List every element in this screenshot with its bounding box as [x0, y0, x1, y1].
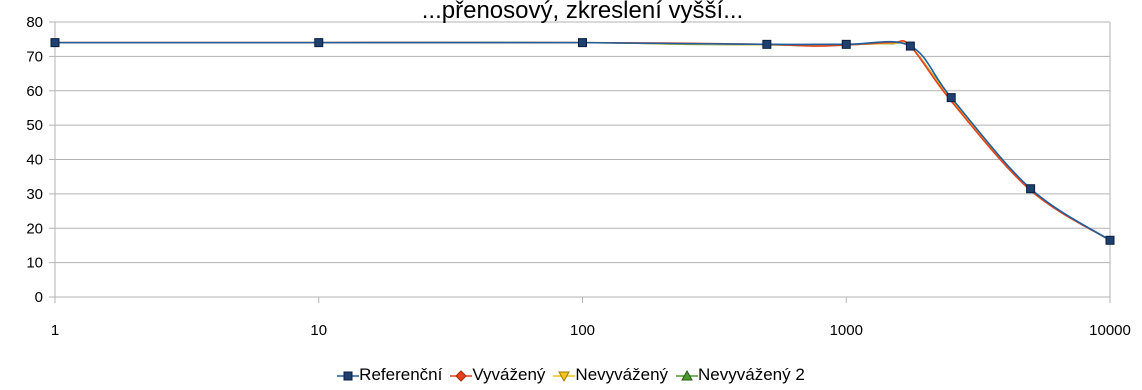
- legend-item: Referenční: [337, 365, 442, 385]
- x-tick-label: 1000: [830, 322, 863, 339]
- data-point: [947, 94, 955, 102]
- legend-marker-icon: [676, 369, 698, 383]
- data-point: [842, 40, 850, 48]
- series-line-referenční: [55, 42, 1110, 241]
- y-axis-ticks: 0 10 20 30 40 50 60 70 80: [26, 14, 43, 306]
- legend-item: Nevyvážený: [553, 365, 668, 385]
- legend-label: Nevyvážený: [575, 365, 668, 384]
- data-point: [315, 39, 323, 47]
- y-tick-label: 60: [26, 83, 43, 100]
- y-tick-label: 40: [26, 152, 43, 169]
- series-lines: [55, 41, 1110, 241]
- data-point: [763, 40, 771, 48]
- y-tick-label: 70: [26, 48, 43, 65]
- legend-marker-icon: [553, 369, 575, 383]
- legend-marker-icon: [337, 369, 359, 383]
- grid-lines: [49, 22, 1110, 303]
- series-line-vyvážený: [55, 41, 1110, 241]
- data-point: [1106, 236, 1114, 244]
- series-line-nevyvážený: [55, 41, 1110, 240]
- legend-label: Nevyvážený 2: [698, 365, 805, 384]
- series-line-nevyvážený-2: [55, 41, 1110, 240]
- legend: Referenční Vyvážený Nevyvážený Nevyvážený 2: [0, 365, 1142, 385]
- y-tick-label: 0: [35, 289, 43, 306]
- legend-marker-icon: [450, 369, 472, 383]
- x-axis-ticks: 1 10 100 1000 10000: [51, 322, 1131, 339]
- chart-title: ...přenosový, zkreslení vyšší...: [422, 0, 743, 24]
- legend-item: Nevyvážený 2: [676, 365, 805, 385]
- legend-item: Vyvážený: [450, 365, 545, 385]
- y-tick-label: 10: [26, 255, 43, 272]
- x-tick-label: 100: [570, 322, 595, 339]
- data-point: [906, 42, 914, 50]
- legend-label: Referenční: [359, 365, 442, 384]
- y-tick-label: 20: [26, 220, 43, 237]
- x-tick-label: 10000: [1089, 322, 1131, 339]
- series-markers: [51, 39, 1114, 245]
- y-tick-label: 30: [26, 186, 43, 203]
- data-point: [579, 39, 587, 47]
- data-point: [51, 39, 59, 47]
- y-tick-label: 50: [26, 117, 43, 134]
- line-chart: 0 10 20 30 40 50 60 70 80 1 10 100 1000 10000 ...pře…: [0, 0, 1142, 360]
- x-tick-label: 10: [310, 322, 327, 339]
- x-tick-label: 1: [51, 322, 59, 339]
- data-point: [1027, 185, 1035, 193]
- y-tick-label: 80: [26, 14, 43, 31]
- legend-label: Vyvážený: [472, 365, 545, 384]
